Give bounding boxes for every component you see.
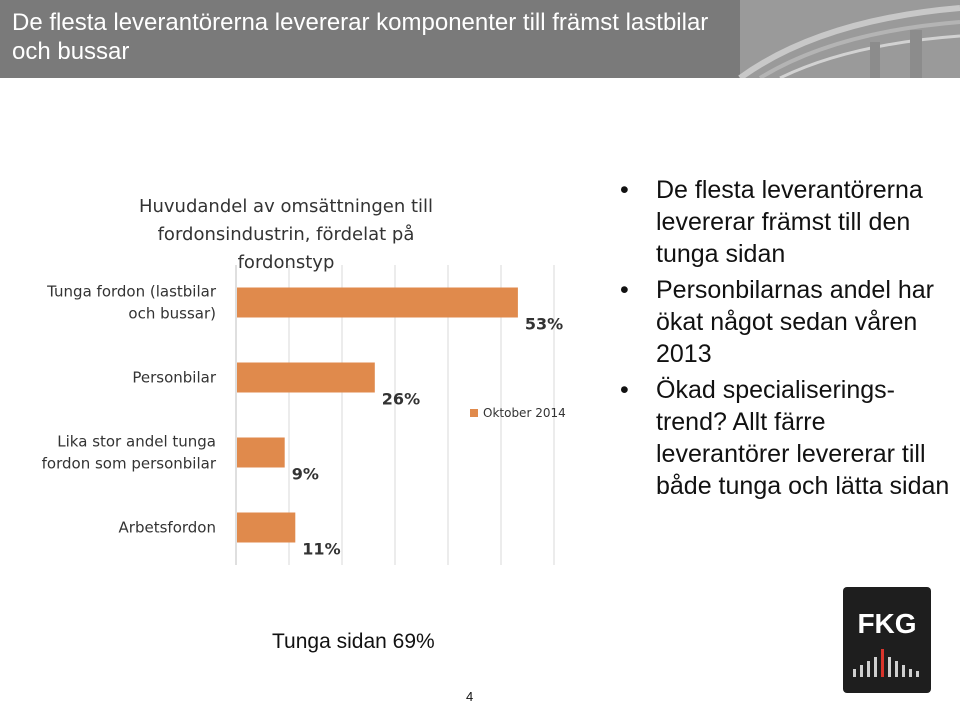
chart-title-line: Huvudandel av omsättningen till bbox=[139, 196, 433, 217]
bar bbox=[237, 437, 285, 468]
title-banner: De flesta leverantörerna levererar kompo… bbox=[0, 0, 960, 78]
bullet-item: • De flesta leverantörerna levererar främ… bbox=[620, 174, 950, 270]
logo-bar bbox=[916, 671, 919, 677]
category-label: Lika stor andel tunga fordon som personbi… bbox=[42, 433, 217, 473]
bridge-photo bbox=[0, 0, 960, 78]
bullet-dot-icon: • bbox=[620, 376, 629, 404]
logo-bar bbox=[874, 657, 877, 677]
legend: Oktober 2014 bbox=[470, 406, 566, 420]
logo-bar bbox=[902, 665, 905, 677]
logo-bar bbox=[881, 649, 884, 677]
value-label: 26% bbox=[382, 390, 420, 409]
bullet-dot-icon: • bbox=[620, 276, 629, 304]
logo-bar bbox=[895, 661, 898, 677]
fkg-logo: FKG bbox=[843, 587, 931, 693]
category-label-line: fordon som personbilar bbox=[42, 455, 217, 473]
value-label: 53% bbox=[525, 315, 563, 334]
category-label-line: Lika stor andel tunga bbox=[57, 433, 216, 451]
chart-title-line: fordonsindustrin, fördelat på bbox=[158, 224, 415, 245]
logo-graphic: FKG bbox=[853, 608, 919, 677]
bar bbox=[237, 362, 375, 393]
logo-bar bbox=[860, 665, 863, 677]
value-label: 9% bbox=[292, 465, 319, 484]
category-label: Personbilar bbox=[132, 369, 216, 387]
chart-title-text: Huvudandel av omsättningen till fordonsin… bbox=[139, 196, 433, 273]
bullet-item: • Ökad specialiserings-trend? Allt färre … bbox=[620, 374, 950, 502]
slide-title: De flesta leverantörerna levererar kompo… bbox=[12, 9, 709, 65]
category-label-line: Personbilar bbox=[132, 369, 216, 387]
logo-text: FKG bbox=[857, 608, 916, 639]
chart-title-line: fordonstyp bbox=[238, 252, 335, 273]
logo-bar bbox=[909, 669, 912, 677]
bar bbox=[237, 287, 518, 318]
bullet-text: De flesta leverantörerna levererar främs… bbox=[656, 176, 923, 268]
category-label-line: Tunga fordon (lastbilar bbox=[46, 283, 217, 301]
category-label: Tunga fordon (lastbilar och bussar) bbox=[46, 283, 217, 323]
logo-bar bbox=[867, 661, 870, 677]
chart-title: Huvudandel av omsättningen till fordonsin… bbox=[139, 196, 433, 273]
value-labels: 53% 26% 9% 11% bbox=[292, 315, 563, 559]
legend-swatch bbox=[470, 409, 478, 417]
logo-bar bbox=[888, 657, 891, 677]
bullet-dot-icon: • bbox=[620, 176, 629, 204]
bullet-text: Ökad specialiserings-trend? Allt färre l… bbox=[656, 376, 950, 500]
category-label: Arbetsfordon bbox=[119, 519, 216, 537]
bullet-item: • Personbilarnas andel har ökat något sed… bbox=[620, 274, 950, 370]
page-number: 4 bbox=[466, 689, 474, 704]
logo-bar bbox=[853, 669, 856, 677]
category-labels: Tunga fordon (lastbilar och bussar) Person… bbox=[42, 283, 217, 537]
category-label-line: Arbetsfordon bbox=[119, 519, 216, 537]
bullet-list: • De flesta leverantörerna levererar främ… bbox=[620, 174, 950, 506]
value-label: 11% bbox=[302, 540, 340, 559]
bullet-text: Personbilarnas andel har ökat något seda… bbox=[656, 276, 934, 368]
category-label-line: och bussar) bbox=[128, 305, 216, 323]
bar bbox=[237, 512, 296, 543]
legend-label: Oktober 2014 bbox=[483, 406, 566, 420]
bar-chart: Huvudandel av omsättningen till fordonsin… bbox=[42, 196, 566, 565]
bars bbox=[237, 287, 518, 543]
summary-text: Tunga sidan 69% bbox=[272, 630, 435, 653]
